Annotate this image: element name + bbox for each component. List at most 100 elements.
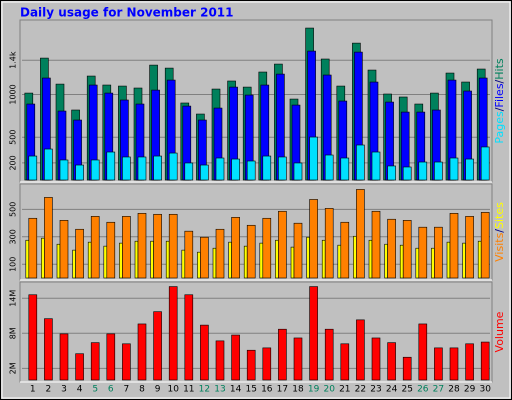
x-tick-label: 7 [124, 385, 130, 395]
x-tick-label: 5 [92, 385, 98, 395]
bar [337, 244, 342, 279]
bar [134, 240, 139, 279]
bar [231, 334, 240, 381]
legend-separator: / [493, 107, 506, 111]
bar [153, 155, 162, 181]
bar [278, 156, 287, 181]
bar [465, 343, 474, 381]
bar [324, 328, 334, 381]
bar [434, 161, 443, 181]
bar [387, 218, 396, 279]
y-tick-label: 8M [9, 327, 18, 339]
x-tick-label: 24 [386, 385, 398, 395]
bar [200, 164, 209, 181]
bar [275, 239, 279, 279]
bar [384, 243, 388, 279]
bar [153, 311, 162, 381]
x-tick-label: 19 [308, 385, 320, 395]
bar [340, 157, 350, 181]
bar [246, 224, 256, 279]
bar [399, 244, 404, 279]
bar [72, 249, 76, 279]
bar [434, 347, 443, 381]
y-tick-label: 14M [9, 290, 18, 307]
x-tick-label: 21 [339, 385, 350, 395]
x-tick-label: 20 [323, 385, 335, 395]
chart-title: Daily usage for November 2011 [20, 6, 234, 20]
bar [402, 220, 412, 279]
bar [449, 157, 459, 181]
bar [168, 213, 178, 279]
x-tick-label: 1 [30, 385, 36, 395]
bar [44, 148, 53, 181]
bar [197, 251, 201, 279]
y-tick-label: 300 [9, 229, 18, 244]
bar [150, 240, 154, 279]
x-tick-label: 30 [479, 385, 491, 395]
bar [228, 241, 232, 279]
x-tick-label: 22 [355, 385, 366, 395]
bar [465, 158, 474, 181]
legend-separator: / [493, 229, 506, 233]
bar [465, 216, 474, 279]
x-tick-label: 2 [46, 385, 52, 395]
bar [446, 241, 451, 279]
bar [262, 347, 272, 381]
bar [402, 166, 412, 181]
legend-entry: Volume [493, 311, 506, 352]
y-tick-label: 1000 [9, 84, 18, 104]
y-tick-label: 200 [9, 155, 18, 170]
bar [309, 136, 318, 181]
legend: Visits/Sites [493, 202, 506, 262]
bar [90, 159, 100, 181]
bar [231, 217, 240, 279]
bar [356, 189, 365, 279]
bar [137, 213, 147, 279]
bar [418, 161, 428, 181]
bar [215, 228, 225, 279]
bar [44, 197, 53, 279]
x-tick-label: 3 [61, 385, 67, 395]
bar [75, 353, 84, 381]
x-tick-label: 15 [245, 385, 256, 395]
bar [28, 294, 38, 381]
bar [153, 213, 162, 279]
x-tick-label: 28 [448, 385, 460, 395]
bar [480, 341, 490, 381]
y-tick-label: 500 [9, 202, 18, 217]
bar [324, 154, 334, 181]
bar [44, 318, 53, 381]
x-tick-label: 11 [183, 385, 194, 395]
bar [106, 151, 116, 181]
y-tick-label: 500 [9, 130, 18, 145]
bar [122, 216, 131, 279]
bar [418, 226, 428, 279]
bar [122, 156, 131, 181]
bar [415, 247, 420, 279]
bar [75, 228, 84, 279]
bar [477, 240, 482, 279]
bar [119, 242, 123, 279]
bar [184, 162, 194, 181]
bar [200, 236, 209, 279]
bar [371, 210, 381, 279]
x-tick-label: 25 [401, 385, 412, 395]
x-tick-label: 6 [108, 385, 114, 395]
bar [200, 324, 209, 381]
bar [137, 323, 147, 381]
x-tick-label: 23 [370, 385, 381, 395]
bar [165, 240, 170, 279]
x-tick-label: 14 [230, 385, 242, 395]
bar [449, 347, 459, 381]
bar [293, 162, 303, 181]
x-tick-label: 12 [199, 385, 210, 395]
panel [19, 19, 493, 183]
bar [290, 246, 295, 279]
bar [340, 221, 350, 279]
bar [262, 217, 272, 279]
x-tick-label: 4 [77, 385, 83, 395]
bar [262, 155, 272, 181]
bar [259, 242, 264, 279]
bar [122, 343, 131, 381]
